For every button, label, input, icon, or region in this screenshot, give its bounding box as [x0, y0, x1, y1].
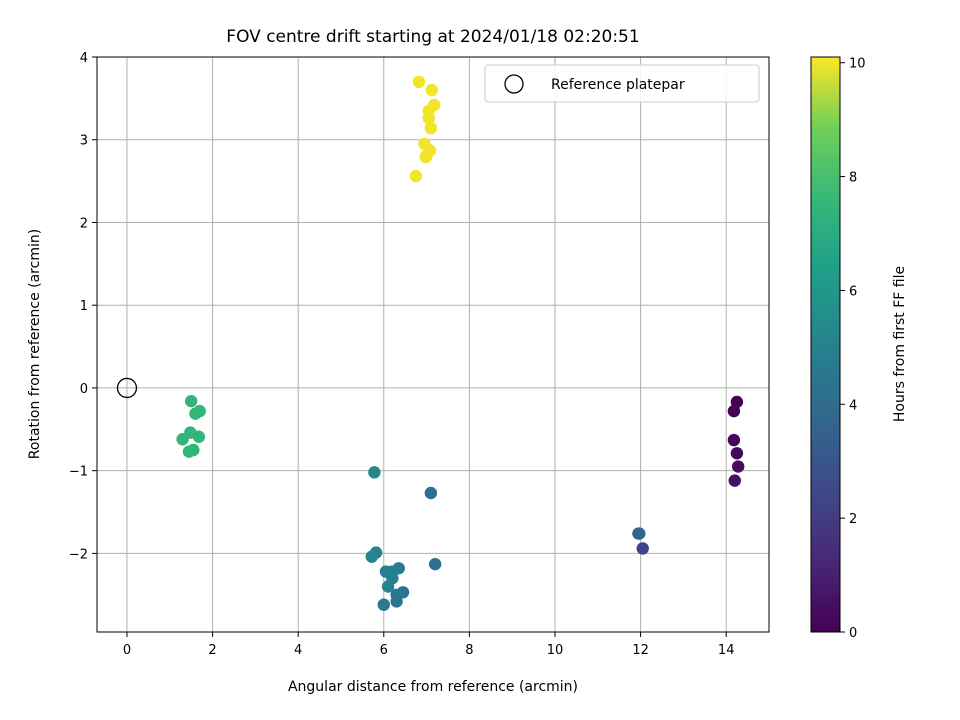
y-tick-label: 3 — [80, 134, 88, 149]
scatter-point — [368, 466, 381, 479]
x-tick-label: 10 — [547, 643, 564, 658]
scatter-point — [379, 565, 393, 578]
x-tick-label: 8 — [465, 643, 473, 658]
scatter-point — [409, 169, 423, 183]
y-axis-ticks: −2 −1 0 1 2 3 4 — [69, 51, 97, 562]
scatter-point — [184, 394, 198, 408]
scatter-point — [730, 447, 744, 460]
legend-box — [484, 64, 760, 103]
scatter-point — [390, 588, 403, 601]
scatter-point — [365, 550, 378, 563]
scatter-point — [727, 404, 741, 418]
plot-frame — [96, 56, 770, 633]
x-axis-label: Angular distance from reference (arcmin) — [288, 679, 578, 695]
y-axis-label: Rotation from reference (arcmin) — [27, 229, 43, 459]
scatter-point — [633, 527, 646, 540]
scatter-point — [192, 430, 206, 443]
y-tick-label: 1 — [80, 299, 88, 314]
scatter-point — [731, 460, 745, 473]
scatter-points — [176, 75, 745, 611]
scatter-point — [428, 557, 442, 571]
scatter-point — [424, 121, 438, 135]
legend-reference-label: Reference platepar — [551, 77, 685, 93]
x-tick-label: 4 — [294, 643, 302, 658]
legend-reference-marker — [504, 74, 524, 94]
colorbar-tick-label: 10 — [849, 57, 866, 72]
colorbar-ticks: 0 2 4 6 8 10 — [840, 57, 866, 641]
x-tick-label: 6 — [380, 643, 388, 658]
scatter-point — [412, 75, 426, 89]
scatter-point — [636, 542, 649, 555]
grid-lines — [97, 56, 769, 632]
colorbar: 0 2 4 6 8 10 Hours from first FF file — [810, 56, 908, 641]
colorbar-tick-label: 0 — [849, 626, 857, 641]
x-tick-label: 12 — [632, 643, 649, 658]
scatter-point — [187, 443, 200, 457]
x-tick-label: 0 — [123, 643, 131, 658]
chart-title: FOV centre drift starting at 2024/01/18 … — [226, 27, 639, 47]
scatter-point — [381, 580, 395, 593]
colorbar-tick-label: 8 — [849, 171, 857, 186]
y-tick-label: 4 — [80, 51, 88, 66]
scatter-point — [189, 407, 202, 420]
legend: Reference platepar — [484, 64, 760, 103]
y-tick-label: 0 — [80, 382, 88, 397]
scatter-point — [424, 486, 438, 500]
y-tick-label: −1 — [69, 465, 88, 480]
x-axis-ticks: 0 2 4 6 8 10 12 14 — [123, 632, 735, 658]
colorbar-tick-label: 2 — [849, 512, 857, 527]
reference-platepar-marker — [116, 377, 138, 399]
reference-marker-group — [116, 377, 138, 399]
x-tick-label: 14 — [718, 643, 735, 658]
y-tick-label: −2 — [69, 547, 88, 562]
scatter-point — [422, 112, 435, 125]
x-tick-label: 2 — [208, 643, 216, 658]
scatter-point — [419, 150, 432, 164]
colorbar-label: Hours from first FF file — [892, 266, 908, 422]
colorbar-tick-label: 4 — [849, 398, 857, 413]
scatter-point — [728, 474, 741, 487]
colorbar-tick-label: 6 — [849, 284, 857, 299]
y-tick-label: 2 — [80, 216, 88, 231]
scatter-point — [727, 433, 741, 447]
scatter-point — [425, 83, 438, 97]
colorbar-gradient — [810, 56, 841, 633]
scatter-point — [377, 598, 390, 611]
